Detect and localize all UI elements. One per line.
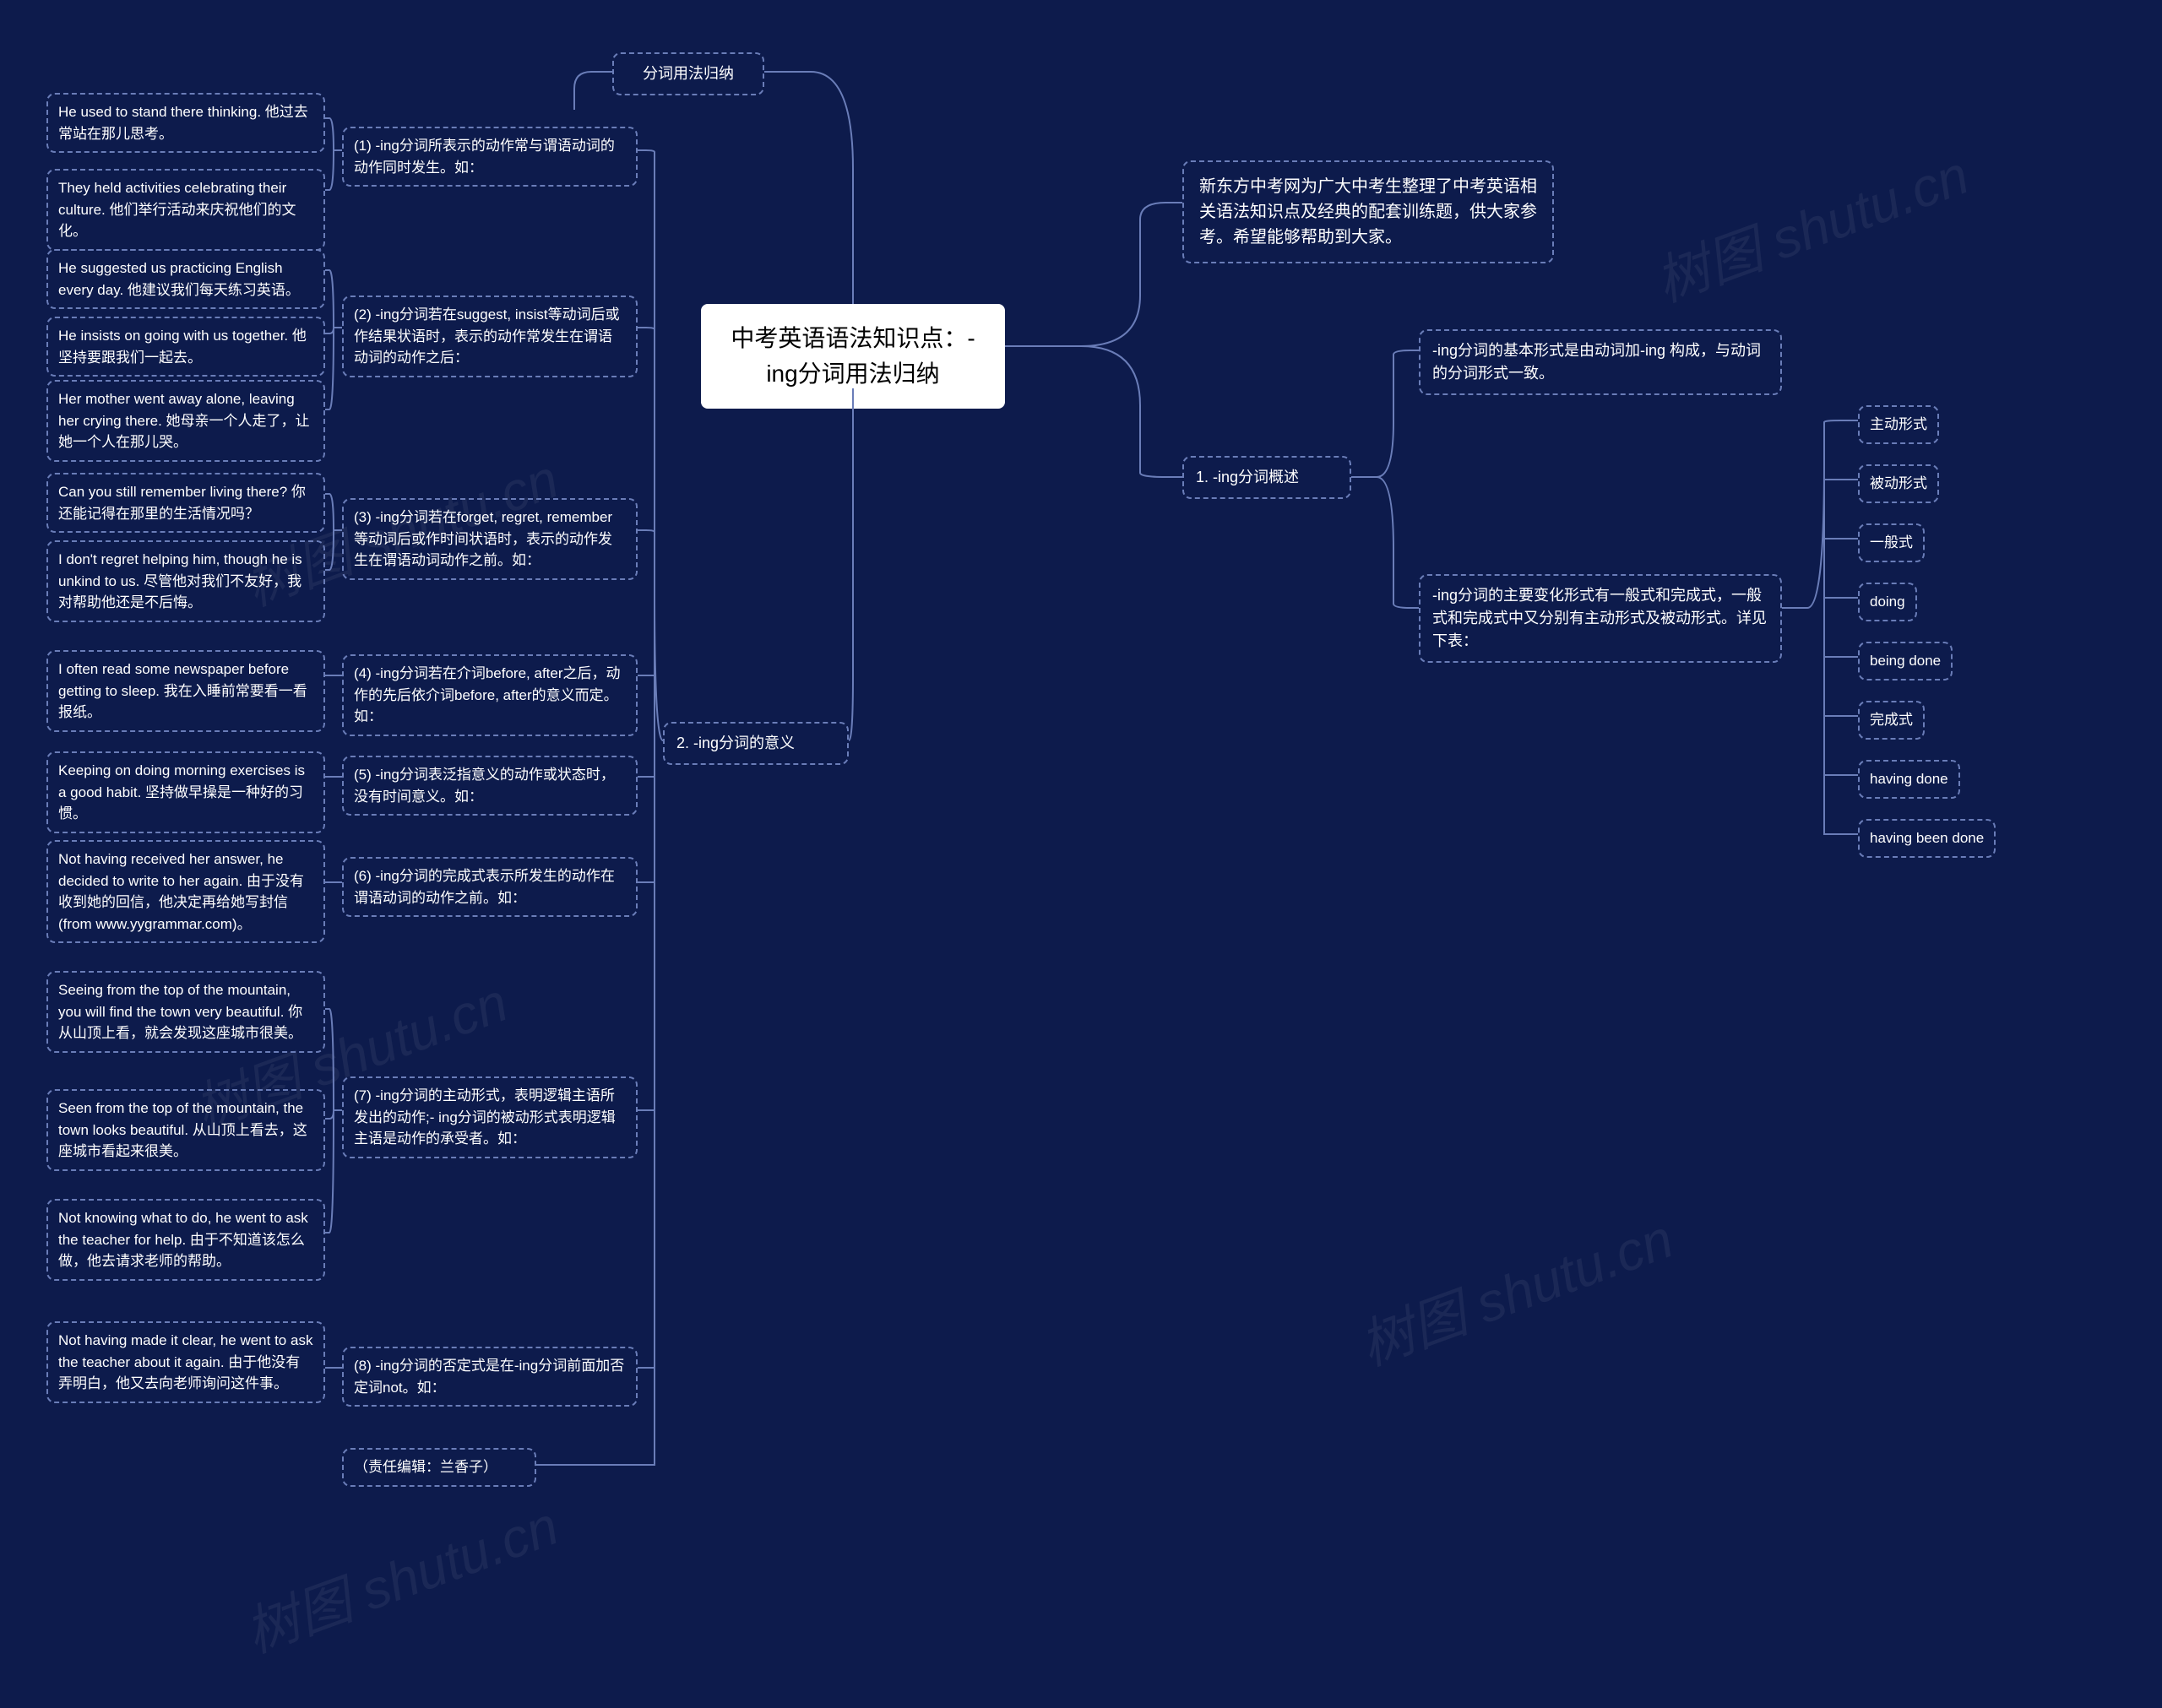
g2-ex3: Her mother went away alone, leaving her … [46, 380, 325, 462]
center-line2: ing分词用法归纳 [766, 361, 939, 387]
g7-head: (7) -ing分词的主动形式，表明逻辑主语所发出的动作;- ing分词的被动形… [342, 1076, 638, 1158]
leaf-b: 被动形式 [1858, 464, 1939, 503]
leaf-a: 主动形式 [1858, 405, 1939, 444]
g2-ex2: He insists on going with us together. 他坚… [46, 317, 325, 377]
g8-ex1: Not having made it clear, he went to ask… [46, 1321, 325, 1403]
g7-ex1: Seeing from the top of the mountain, you… [46, 971, 325, 1053]
g8-head: (8) -ing分词的否定式是在-ing分词前面加否定词not。如： [342, 1347, 638, 1407]
g2-ex1: He suggested us practicing English every… [46, 249, 325, 309]
g4-head: (4) -ing分词若在介词before, after之后，动作的先后依介词be… [342, 654, 638, 736]
g2-head: (2) -ing分词若在suggest, insist等动词后或作结果状语时，表… [342, 296, 638, 377]
watermark: 树图 shutu.cn [1643, 132, 1978, 317]
leaf-f: 完成式 [1858, 701, 1925, 740]
g5-ex1: Keeping on doing morning exercises is a … [46, 751, 325, 833]
top-branch: 分词用法归纳 [612, 52, 764, 95]
g6-head: (6) -ing分词的完成式表示所发生的动作在谓语动词的动作之前。如： [342, 857, 638, 917]
leaf-c: 一般式 [1858, 523, 1925, 562]
g7-ex2: Seen from the top of the mountain, the t… [46, 1089, 325, 1171]
watermark: 树图 shutu.cn [1348, 1196, 1682, 1380]
branch2-label: 2. -ing分词的意义 [663, 722, 849, 765]
center-node: 中考英语语法知识点：- ing分词用法归纳 [701, 304, 1005, 409]
sub2: -ing分词的主要变化形式有一般式和完成式，一般式和完成式中又分别有主动形式及被… [1419, 574, 1782, 663]
leaf-d: doing [1858, 583, 1917, 621]
leaf-e: being done [1858, 642, 1953, 680]
g1-ex1: He used to stand there thinking. 他过去常站在那… [46, 93, 325, 153]
leaf-h: having been done [1858, 819, 1996, 858]
leaf-g: having done [1858, 760, 1960, 799]
g3-ex2: I don't regret helping him, though he is… [46, 540, 325, 622]
g3-head: (3) -ing分词若在forget, regret, remember等动词后… [342, 498, 638, 580]
center-line1: 中考英语语法知识点：- [731, 325, 975, 351]
g7-ex3: Not knowing what to do, he went to ask t… [46, 1199, 325, 1281]
g4-ex1: I often read some newspaper before getti… [46, 650, 325, 732]
sub1: -ing分词的基本形式是由动词加-ing 构成，与动词的分词形式一致。 [1419, 329, 1782, 395]
g1-head: (1) -ing分词所表示的动作常与谓语动词的动作同时发生。如： [342, 127, 638, 187]
g6-ex1: Not having received her answer, he decid… [46, 840, 325, 943]
g3-ex1: Can you still remember living there? 你还能… [46, 473, 325, 533]
intro-text: 新东方中考网为广大中考生整理了中考英语相关语法知识点及经典的配套训练题，供大家参… [1182, 160, 1554, 263]
branch1-label: 1. -ing分词概述 [1182, 456, 1351, 499]
g5-head: (5) -ing分词表泛指意义的动作或状态时，没有时间意义。如： [342, 756, 638, 816]
g1-ex2: They held activities celebrating their c… [46, 169, 325, 251]
editor: （责任编辑：兰香子） [342, 1448, 536, 1487]
watermark: 树图 shutu.cn [233, 1483, 568, 1667]
